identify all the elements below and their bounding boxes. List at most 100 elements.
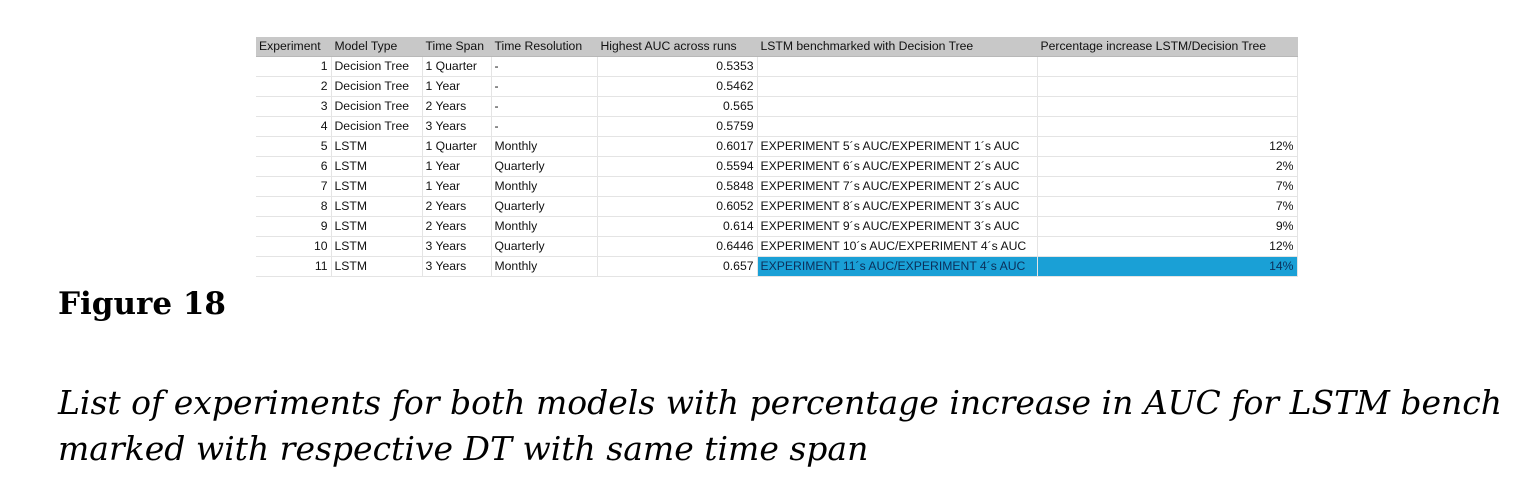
table-row: 1 Decision Tree 1 Quarter -0.5353 [256,56,1298,77]
cell-highest-auc: 0.5759 [597,116,758,137]
cell-benchmark [757,96,1038,117]
cell-experiment: 10 [256,236,332,257]
table-row: 7 LSTM 1 Year Monthly 0.5848 EXPERIMENT 7´s A… [256,176,1298,197]
cell-percentage-increase: 7% [1037,196,1298,217]
header-benchmark: LSTM benchmarked with Decision Tree [757,37,1038,57]
cell-model-type: Decision Tree [331,76,423,97]
cell-time-resolution: - [491,56,598,77]
cell-benchmark [757,76,1038,97]
cell-percentage-increase [1037,96,1298,117]
cell-time-span: 2 Years [422,216,492,237]
cell-time-span: 2 Years [422,196,492,217]
cell-time-resolution: Quarterly [491,196,598,217]
table-header-row: Experiment Model Type Time Span Time Res… [256,37,1298,57]
cell-percentage-increase: 12% [1037,136,1298,157]
cell-experiment: 9 [256,216,332,237]
cell-benchmark: EXPERIMENT 9´s AUC/EXPERIMENT 3´s AUC [757,216,1038,237]
cell-percentage-increase: 9% [1037,216,1298,237]
cell-percentage-increase: 7% [1037,176,1298,197]
cell-time-resolution: Monthly [491,136,598,157]
figure-caption: List of experiments for both models with… [58,380,1518,472]
header-model-type: Model Type [331,37,423,57]
cell-model-type: LSTM [331,156,423,177]
table-row: 2 Decision Tree 1 Year -0.5462 [256,76,1298,97]
cell-model-type: Decision Tree [331,56,423,77]
cell-time-span: 3 Years [422,256,492,277]
cell-experiment: 11 [256,256,332,277]
cell-experiment: 4 [256,116,332,137]
cell-percentage-increase: 2% [1037,156,1298,177]
experiments-table: Experiment Model Type Time Span Time Res… [256,37,1298,277]
cell-highest-auc: 0.5462 [597,76,758,97]
cell-highest-auc: 0.6052 [597,196,758,217]
cell-time-span: 1 Year [422,76,492,97]
cell-experiment: 5 [256,136,332,157]
cell-experiment: 1 [256,56,332,77]
table-row: 3 Decision Tree 2 Years -0.565 [256,96,1298,117]
header-percentage-increase: Percentage increase LSTM/Decision Tree [1037,37,1298,57]
cell-experiment: 8 [256,196,332,217]
cell-time-span: 1 Year [422,176,492,197]
cell-benchmark: EXPERIMENT 11´s AUC/EXPERIMENT 4´s AUC [757,256,1038,277]
cell-percentage-increase: 14% [1037,256,1298,277]
cell-benchmark: EXPERIMENT 5´s AUC/EXPERIMENT 1´s AUC [757,136,1038,157]
cell-time-span: 2 Years [422,96,492,117]
header-time-span: Time Span [422,37,492,57]
cell-time-span: 1 Quarter [422,136,492,157]
cell-experiment: 2 [256,76,332,97]
cell-experiment: 7 [256,176,332,197]
cell-model-type: LSTM [331,256,423,277]
cell-time-span: 3 Years [422,236,492,257]
cell-time-resolution: Quarterly [491,156,598,177]
cell-benchmark [757,56,1038,77]
cell-highest-auc: 0.6017 [597,136,758,157]
figure-label: Figure 18 [58,286,226,322]
cell-time-resolution: Monthly [491,216,598,237]
cell-time-span: 3 Years [422,116,492,137]
table-row: 6 LSTM 1 Year Quarterly 0.5594 EXPERIMENT 6´s… [256,156,1298,177]
table-row: 11 LSTM 3 Years Monthly 0.657 EXPERIMENT 11´s… [256,256,1298,277]
table-row: 8 LSTM 2 Years Quarterly 0.6052 EXPERIMENT 8´… [256,196,1298,217]
header-experiment: Experiment [256,37,332,57]
cell-model-type: LSTM [331,176,423,197]
cell-time-span: 1 Quarter [422,56,492,77]
table-row: 10 LSTM 3 Years Quarterly 0.6446 EXPERIMENT 1… [256,236,1298,257]
cell-benchmark [757,116,1038,137]
cell-benchmark: EXPERIMENT 7´s AUC/EXPERIMENT 2´s AUC [757,176,1038,197]
cell-model-type: Decision Tree [331,96,423,117]
cell-model-type: LSTM [331,236,423,257]
cell-highest-auc: 0.5848 [597,176,758,197]
cell-percentage-increase: 12% [1037,236,1298,257]
cell-benchmark: EXPERIMENT 8´s AUC/EXPERIMENT 3´s AUC [757,196,1038,217]
cell-highest-auc: 0.6446 [597,236,758,257]
table-body: 1 Decision Tree 1 Quarter -0.5353 2 Decision … [256,56,1298,277]
cell-model-type: Decision Tree [331,116,423,137]
caption-line-1: List of experiments for both models with… [58,383,1503,422]
cell-time-resolution: - [491,116,598,137]
cell-time-resolution: Monthly [491,176,598,197]
cell-highest-auc: 0.565 [597,96,758,117]
cell-percentage-increase [1037,76,1298,97]
cell-percentage-increase [1037,56,1298,77]
cell-percentage-increase [1037,116,1298,137]
cell-highest-auc: 0.5353 [597,56,758,77]
cell-model-type: LSTM [331,216,423,237]
cell-time-resolution: - [491,76,598,97]
cell-benchmark: EXPERIMENT 10´s AUC/EXPERIMENT 4´s AUC [757,236,1038,257]
cell-highest-auc: 0.5594 [597,156,758,177]
table-row: 4 Decision Tree 3 Years -0.5759 [256,116,1298,137]
cell-highest-auc: 0.657 [597,256,758,277]
header-highest-auc: Highest AUC across runs [597,37,758,57]
header-time-resolution: Time Resolution [491,37,598,57]
cell-time-span: 1 Year [422,156,492,177]
cell-experiment: 6 [256,156,332,177]
table-row: 9 LSTM 2 Years Monthly 0.614 EXPERIMENT 9´s A… [256,216,1298,237]
cell-model-type: LSTM [331,136,423,157]
caption-line-2: marked with respective DT with same time… [58,429,869,468]
cell-time-resolution: Monthly [491,256,598,277]
cell-time-resolution: Quarterly [491,236,598,257]
cell-highest-auc: 0.614 [597,216,758,237]
cell-benchmark: EXPERIMENT 6´s AUC/EXPERIMENT 2´s AUC [757,156,1038,177]
table-row: 5 LSTM 1 Quarter Monthly 0.6017 EXPERIMENT 5´… [256,136,1298,157]
cell-experiment: 3 [256,96,332,117]
